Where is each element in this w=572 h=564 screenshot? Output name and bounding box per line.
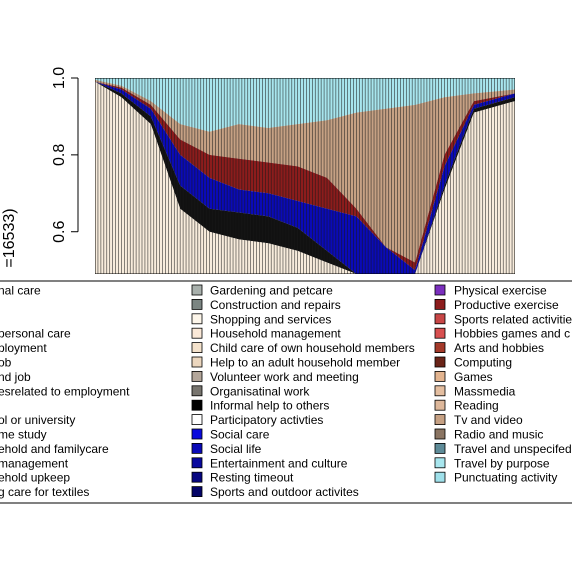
legend-label: Productive exercise xyxy=(454,298,559,312)
legend-swatch xyxy=(434,313,446,325)
legend-label: Tv and video xyxy=(454,413,523,427)
legend-label: Participatory activties xyxy=(210,413,323,427)
legend-label: Travel and unspecifed xyxy=(454,442,572,456)
legend-label: g care for textiles xyxy=(0,485,89,499)
band-tv-video xyxy=(95,79,515,263)
bar-separators xyxy=(95,78,515,274)
legend-label: Computing xyxy=(454,356,512,370)
legend-swatch xyxy=(434,399,446,411)
band-household xyxy=(95,81,515,274)
legend-label: Social life xyxy=(210,442,262,456)
legend-swatch xyxy=(191,486,203,498)
legend-label: ob xyxy=(0,356,12,370)
legend-swatch xyxy=(434,428,446,440)
legend-label: Social care xyxy=(210,428,270,442)
y-axis-label: =16533) xyxy=(1,208,18,267)
band-travel xyxy=(95,78,515,132)
legend-label: esrelated to employment xyxy=(0,384,130,398)
legend-label: ehold and familycare xyxy=(0,442,109,456)
legend-label: Construction and repairs xyxy=(210,298,341,312)
legend-swatch xyxy=(191,414,203,426)
legend-label: Household management xyxy=(210,327,341,341)
legend-label: me study xyxy=(0,428,47,442)
legend-label: Help to an adult household member xyxy=(210,356,400,370)
legend-label: Organisatinal work xyxy=(210,384,310,398)
legend-swatch xyxy=(191,399,203,411)
legend-label: nal care xyxy=(0,284,41,298)
legend-swatch xyxy=(434,298,446,310)
legend-label: Sports related activitie xyxy=(454,312,572,326)
band-hobbies xyxy=(95,81,515,271)
y-tick-label: 0.8 xyxy=(51,144,68,166)
legend-label: Punctuating activity xyxy=(454,471,557,485)
y-axis: 0.6 0.8 1.0 xyxy=(51,67,79,243)
legend-swatch xyxy=(191,342,203,354)
legend-swatch xyxy=(434,342,446,354)
legend-swatch xyxy=(191,327,203,339)
legend-label: personal care xyxy=(0,327,71,341)
legend-label: Shopping and services xyxy=(210,312,331,326)
band-informal-help xyxy=(95,81,515,274)
legend-swatch xyxy=(434,327,446,339)
legend-label: Resting timeout xyxy=(210,471,294,485)
legend-label: Radio and music xyxy=(454,428,543,442)
legend-label: Massmedia xyxy=(454,384,516,398)
legend-swatch xyxy=(191,284,203,296)
legend-swatch xyxy=(191,442,203,454)
legend-label: Physical exercise xyxy=(454,284,547,298)
legend-label: ehold upkeep xyxy=(0,471,70,485)
legend-swatch xyxy=(191,457,203,469)
legend-label: Informal help to others xyxy=(210,399,329,413)
y-tick-label: 0.6 xyxy=(51,221,68,243)
legend-label: management xyxy=(0,456,69,470)
legend-label: Arts and hobbies xyxy=(454,341,544,355)
legend-label: Sports and outdoor activites xyxy=(210,485,359,499)
legend-label: Travel by purpose xyxy=(454,456,550,470)
legend-swatch xyxy=(191,471,203,483)
plot-area xyxy=(95,78,515,274)
legend-label: Reading xyxy=(454,399,499,413)
legend-label: Entertainment and culture xyxy=(210,456,348,470)
legend-label: Games xyxy=(454,370,493,384)
legend-label: nd job xyxy=(0,370,31,384)
legend-swatch xyxy=(434,385,446,397)
legend-swatch xyxy=(434,370,446,382)
legend-swatch xyxy=(434,442,446,454)
legend-label: Hobbies games and c xyxy=(454,327,570,341)
legend-swatch xyxy=(191,313,203,325)
legend-swatch xyxy=(191,370,203,382)
legend-label: l xyxy=(0,312,1,326)
legend-swatch xyxy=(191,298,203,310)
legend-swatch xyxy=(434,284,446,296)
legend-swatch xyxy=(191,385,203,397)
legend-label: ol or university xyxy=(0,413,75,427)
legend-swatch xyxy=(191,356,203,368)
legend-swatch xyxy=(434,356,446,368)
legend-label: Volunteer work and meeting xyxy=(210,370,359,384)
y-tick-label: 1.0 xyxy=(51,67,68,89)
legend-label: Gardening and petcare xyxy=(210,284,333,298)
legend-label: Child care of own household members xyxy=(210,341,415,355)
legend-swatch xyxy=(434,414,446,426)
legend-swatch xyxy=(434,457,446,469)
band-social xyxy=(95,81,515,274)
legend-label: ployment xyxy=(0,341,47,355)
legend-swatch xyxy=(191,428,203,440)
legend-swatch xyxy=(434,471,446,483)
